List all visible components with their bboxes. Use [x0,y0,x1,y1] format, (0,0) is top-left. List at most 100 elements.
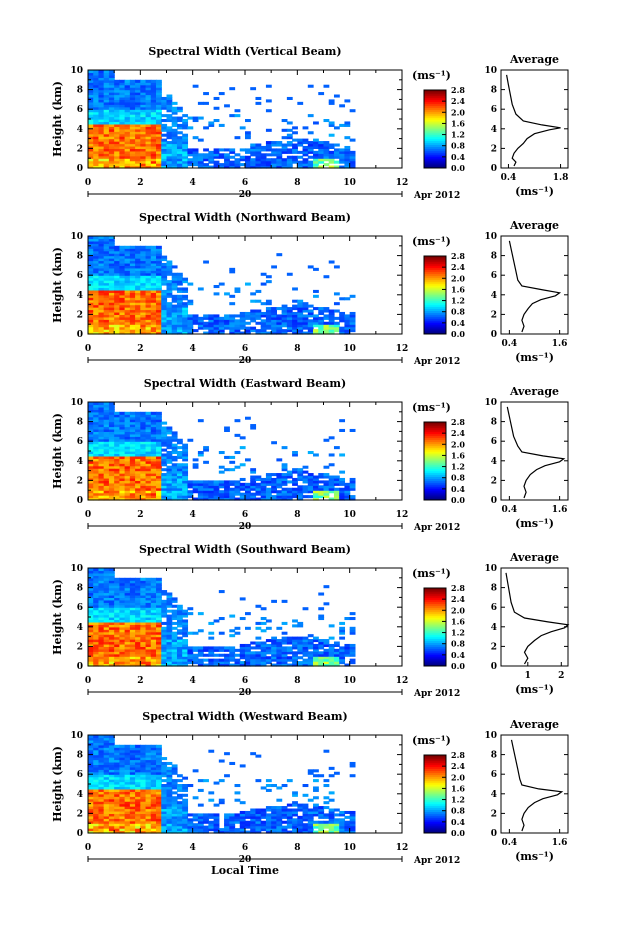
heatmap-cell [103,128,110,132]
heatmap-cell [108,409,115,413]
heatmap-cell [93,599,100,603]
heatmap-cell [108,426,115,430]
colorbar-segment [424,595,446,599]
heatmap-cell [265,656,272,660]
heatmap-cell [245,651,251,655]
heatmap-cell [150,133,157,137]
heatmap-cell [208,326,215,330]
heatmap-cell [88,813,94,817]
heatmap-cell [192,158,199,162]
heatmap-cell [119,658,126,662]
heatmap-cell [197,658,204,662]
heatmap-cell [114,158,120,162]
heatmap-cell [114,643,120,647]
heatmap-cell [119,744,126,748]
heatmap-cell [93,739,100,743]
heatmap-cell [108,617,115,621]
heatmap-cell [292,663,298,667]
heatmap-cell [93,316,100,320]
heatmap-cell [114,815,120,819]
heatmap-cell [119,592,126,596]
heatmap-cell [349,643,356,647]
heatmap-cell [129,302,136,306]
heatmap-cell [302,316,309,320]
heatmap-cell [156,438,162,442]
heatmap-cell [119,766,126,770]
heatmap-cell [156,497,162,501]
heatmap-cell [161,436,168,440]
heatmap-cell [229,651,236,655]
heatmap-cell [88,815,94,819]
heatmap-cell [192,465,199,469]
heatmap-cell [98,643,105,647]
heatmap-cell [224,497,230,501]
heatmap-cell [161,463,168,467]
heatmap-cell [213,96,220,100]
heatmap-cell [161,473,168,477]
heatmap-cell [333,482,340,486]
heatmap-cell [129,158,136,162]
heatmap-cell [108,101,115,105]
heatmap-cell [140,421,147,425]
heatmap-cell [328,331,335,335]
heatmap-cell [103,808,110,812]
heatmap-cell [323,84,330,88]
heatmap-cell [129,585,136,589]
heatmap-cell [119,631,126,635]
heatmap-cell [98,646,105,650]
heatmap-cell [98,810,105,814]
heatmap-cell [156,277,162,281]
heatmap-cell [124,766,131,770]
heatmap-cell [276,477,283,481]
heatmap-cell [292,490,298,494]
heatmap-cell [98,94,105,98]
colorbar-segment [424,642,446,645]
heatmap-cell [171,609,178,613]
heatmap-cell [313,155,319,159]
heatmap-cell [140,436,147,440]
colorbar-segment [424,107,446,110]
heatmap-cell [124,781,131,785]
heatmap-cell [108,314,115,318]
heatmap-cell [88,621,94,625]
heatmap-cell [234,163,241,167]
heatmap-cell [114,433,120,437]
heatmap-cell [150,299,157,303]
heatmap-cell [176,619,183,623]
heatmap-cell [114,145,120,149]
heatmap-cell [150,463,157,467]
heatmap-cell [323,602,330,606]
heatmap-cell [140,602,147,606]
heatmap-cell [218,282,225,286]
heatmap-cell [135,150,141,154]
heatmap-cell [103,116,110,120]
heatmap-cell [213,329,220,333]
heatmap-cell [276,160,283,164]
heatmap-cell [145,428,152,432]
heatmap-cell [114,116,120,120]
heatmap-cell [271,321,277,325]
heatmap-cell [114,641,120,645]
heatmap-cell [140,292,147,296]
heatmap-cell [239,446,246,450]
heatmap-cell [150,136,157,140]
heatmap-cell [197,492,204,496]
heatmap-cell [150,587,157,591]
heatmap-cell [250,658,257,662]
heatmap-cell [103,436,110,440]
heatmap-cell [140,617,147,621]
heatmap-cell [140,160,147,164]
colorbar-segment [424,164,446,167]
heatmap-cell [124,419,131,423]
heatmap-cell [250,651,257,655]
heatmap-cell [93,255,100,259]
heatmap-cell [171,148,178,152]
heatmap-cell [150,784,157,788]
heatmap-cell [187,492,194,496]
heatmap-cell [98,604,105,608]
heatmap-cell [156,133,162,137]
heatmap-cell [135,82,141,86]
heatmap-cell [166,99,173,103]
heatmap-cell [140,604,147,608]
heatmap-cell [108,779,115,783]
